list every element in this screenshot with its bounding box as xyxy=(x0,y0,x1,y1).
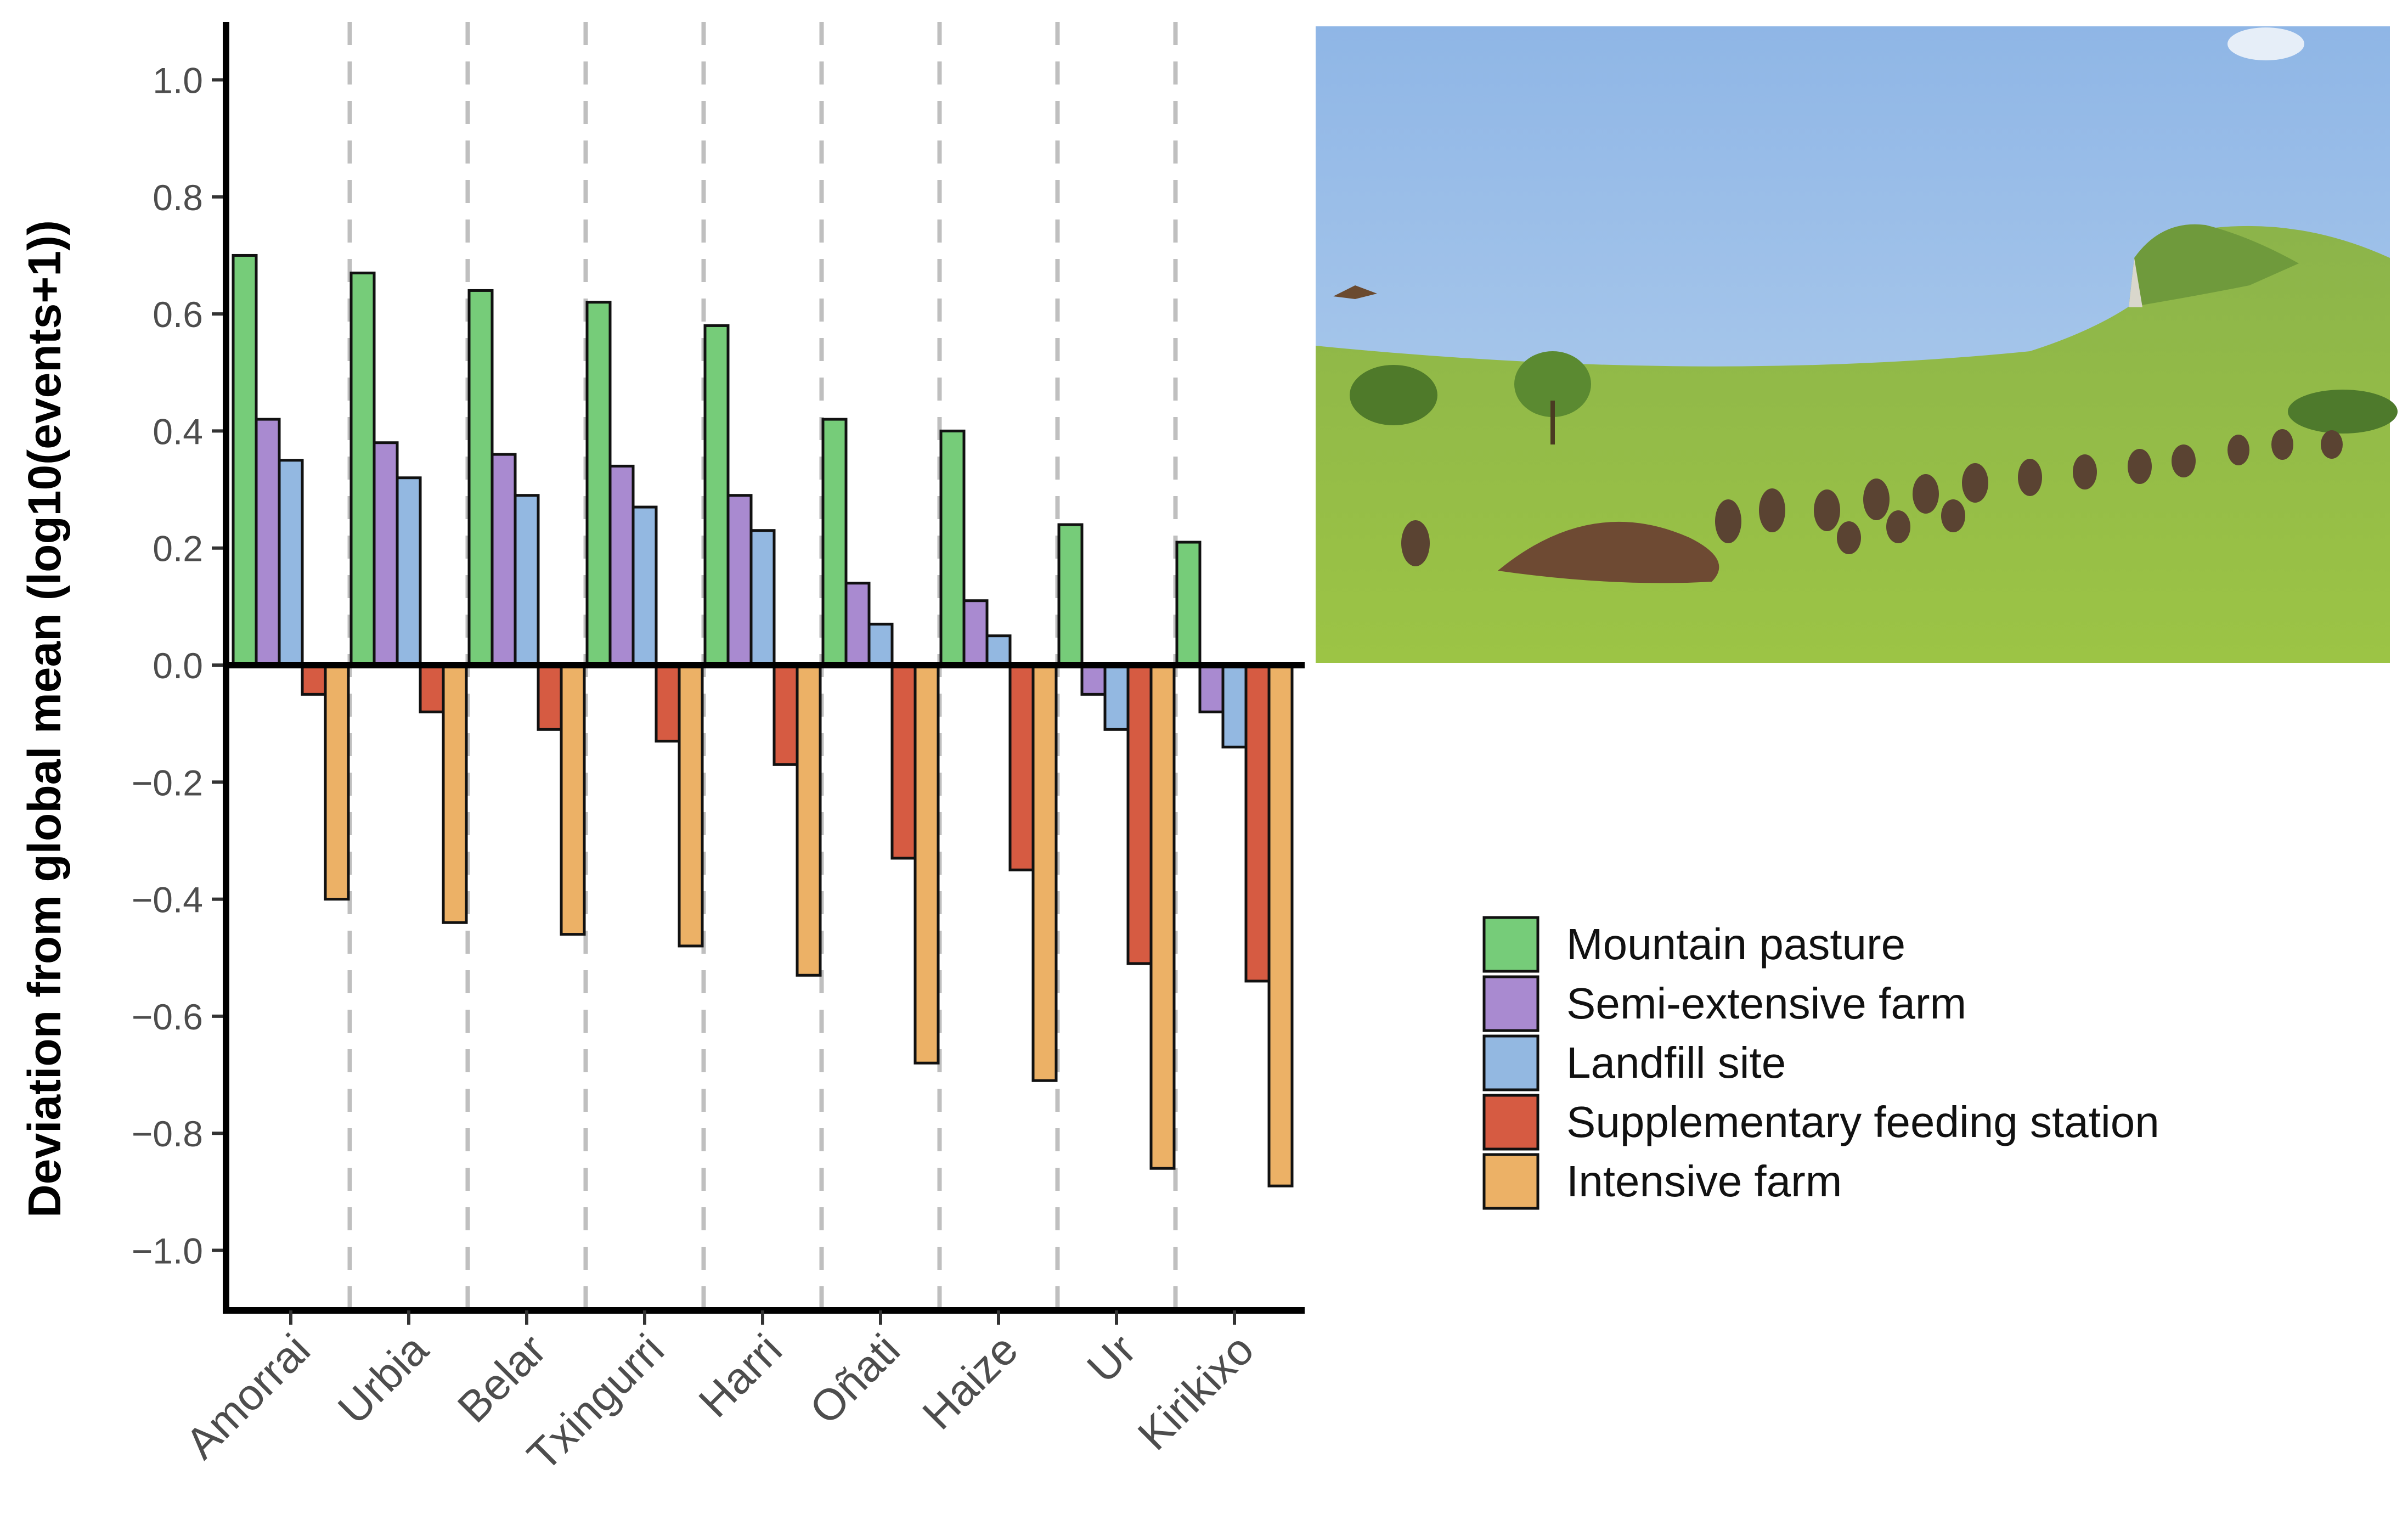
bar-4-1 xyxy=(726,494,753,667)
bar-1-4 xyxy=(442,663,468,924)
bar-6-3 xyxy=(1008,663,1035,871)
bar-8-4 xyxy=(1267,663,1294,1187)
bar-4-0 xyxy=(703,324,730,667)
bar-5-3 xyxy=(890,663,917,860)
legend-swatch xyxy=(1482,975,1539,1032)
bar-8-3 xyxy=(1244,663,1271,983)
bar-7-2 xyxy=(1103,663,1130,731)
vulture-photo xyxy=(1316,26,2398,663)
bar-7-1 xyxy=(1080,663,1107,696)
y-tick-label: −0.6 xyxy=(132,997,203,1037)
bar-1-1 xyxy=(373,441,399,667)
bar-2-3 xyxy=(537,663,563,731)
legend: Mountain pasture Semi-extensive farm Landf… xyxy=(1482,916,2159,1210)
x-tick-label: Belar xyxy=(448,1325,555,1432)
bar-0-2 xyxy=(278,459,304,667)
x-tick-label: Haize xyxy=(913,1325,1027,1439)
legend-swatch xyxy=(1482,1034,1539,1091)
bar-0-4 xyxy=(324,663,350,901)
bar-3-1 xyxy=(608,464,635,667)
legend-label: Landfill site xyxy=(1566,1038,1786,1087)
bar-7-4 xyxy=(1149,663,1176,1170)
bar-8-1 xyxy=(1198,663,1225,713)
y-tick-label: −1.0 xyxy=(132,1231,203,1271)
bar-5-1 xyxy=(844,582,871,667)
bar-2-0 xyxy=(467,289,494,667)
legend-label: Semi-extensive farm xyxy=(1566,979,1966,1028)
bar-3-2 xyxy=(631,505,658,667)
bars xyxy=(232,254,1294,1187)
bar-2-1 xyxy=(490,453,517,667)
y-tick-label: 0.8 xyxy=(153,177,203,218)
bar-1-2 xyxy=(396,476,422,667)
bar-3-4 xyxy=(678,663,704,948)
legend-swatch xyxy=(1482,1094,1539,1151)
y-tick-label: −0.2 xyxy=(132,762,203,803)
y-tick-label: −0.8 xyxy=(132,1113,203,1154)
bar-2-4 xyxy=(560,663,586,936)
y-tick-label: 0.2 xyxy=(153,528,203,569)
bar-3-3 xyxy=(655,663,681,743)
bar-3-0 xyxy=(585,301,612,667)
x-tick-label: Amorrai xyxy=(176,1325,319,1468)
bar-1-0 xyxy=(349,271,376,667)
bar-1-3 xyxy=(419,663,445,713)
bar-6-4 xyxy=(1031,663,1058,1082)
legend-swatch xyxy=(1482,1153,1539,1210)
x-tick-label: Ur xyxy=(1078,1325,1145,1392)
legend-label: Intensive farm xyxy=(1566,1157,1842,1206)
y-axis-title: Deviation from global mean (log10(events… xyxy=(19,220,70,1218)
bar-7-3 xyxy=(1126,663,1153,965)
x-tick-label: Urbia xyxy=(329,1325,437,1433)
x-tick-label: Harri xyxy=(690,1325,791,1426)
bar-4-4 xyxy=(796,663,822,977)
legend-label: Supplementary feeding station xyxy=(1566,1097,2159,1146)
bar-8-0 xyxy=(1175,541,1202,667)
bar-5-4 xyxy=(913,663,940,1065)
bar-6-2 xyxy=(985,634,1012,667)
x-tick-label: Oñati xyxy=(800,1325,909,1433)
x-tick-label: Kirikixo xyxy=(1129,1325,1263,1459)
bar-5-0 xyxy=(821,418,848,667)
bar-4-3 xyxy=(772,663,799,766)
bar-0-1 xyxy=(255,418,281,667)
bar-4-2 xyxy=(749,529,776,667)
bar-6-0 xyxy=(939,429,966,667)
bar-7-0 xyxy=(1057,523,1084,667)
y-axis: 1.0 0.8 0.6 0.4 0.2 0.0 −0.2 −0.4 −0.6 −0.8 −1.0 xyxy=(132,60,226,1271)
bar-5-2 xyxy=(867,622,894,667)
legend-swatch xyxy=(1482,916,1539,973)
y-tick-label: 0.0 xyxy=(153,645,203,686)
y-tick-label: 0.4 xyxy=(153,411,203,452)
bar-0-3 xyxy=(301,663,327,696)
bar-0-0 xyxy=(232,254,258,667)
bar-8-2 xyxy=(1221,663,1248,748)
bar-2-2 xyxy=(514,494,540,667)
y-tick-label: −0.4 xyxy=(132,880,203,920)
y-tick-label: 1.0 xyxy=(153,60,203,101)
bar-6-1 xyxy=(962,599,989,667)
y-tick-label: 0.6 xyxy=(153,294,203,335)
legend-label: Mountain pasture xyxy=(1566,920,1905,969)
